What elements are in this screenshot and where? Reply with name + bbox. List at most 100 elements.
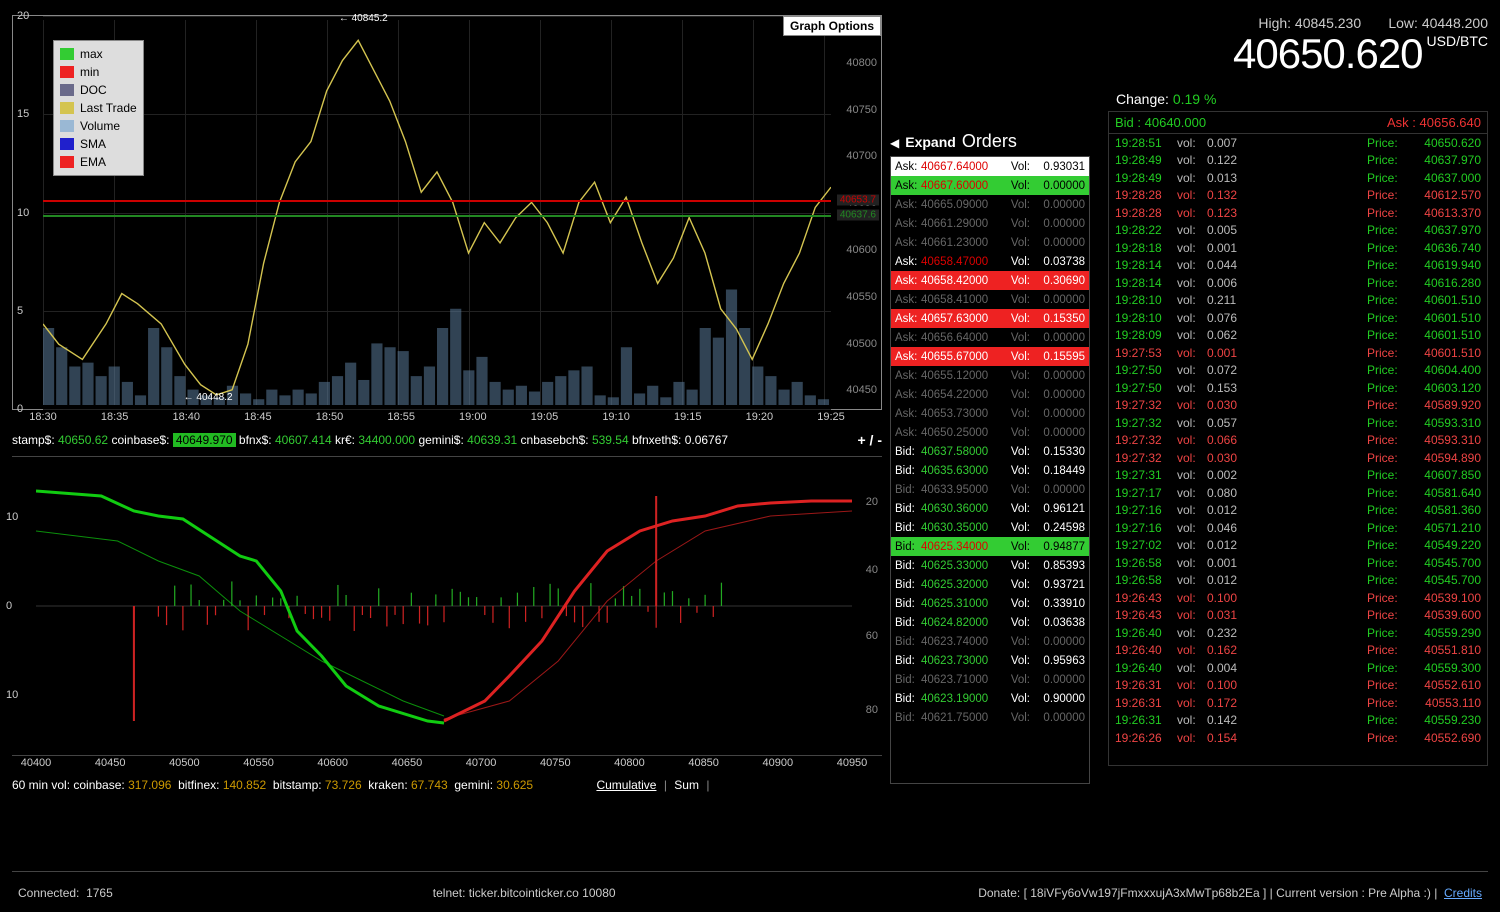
change-label: Change: — [1116, 91, 1169, 107]
orderbook-row[interactable]: Ask:40657.63000 Vol:0.15350 — [891, 309, 1089, 328]
exchange-item[interactable]: gemini$: 40639.31 — [418, 433, 517, 447]
orderbook-row[interactable]: Bid:40621.75000 Vol:0.00000 — [891, 708, 1089, 727]
orderbook-column: ◀ Expand Orders Ask:40667.64000 Vol:0.93… — [890, 15, 1090, 830]
trade-row: 19:26:40vol:0.162 Price:40551.810 — [1109, 642, 1487, 660]
exchange-item[interactable]: stamp$: 40650.62 — [12, 433, 108, 447]
trade-row: 19:26:40vol:0.004 Price:40559.300 — [1109, 659, 1487, 677]
trade-row: 19:28:51vol:0.007 Price:40650.620 — [1109, 134, 1487, 152]
orderbook-row[interactable]: Ask:40650.25000 Vol:0.00000 — [891, 423, 1089, 442]
exchange-item[interactable]: coinbase$: 40649.970 — [111, 433, 235, 447]
trade-row: 19:28:14vol:0.006 Price:40616.280 — [1109, 274, 1487, 292]
orderbook-row[interactable]: Ask:40655.67000 Vol:0.15595 — [891, 347, 1089, 366]
trade-row: 19:26:58vol:0.001 Price:40545.700 — [1109, 554, 1487, 572]
trade-row: 19:27:32vol:0.030 Price:40589.920 — [1109, 397, 1487, 415]
trade-row: 19:26:31vol:0.172 Price:40553.110 — [1109, 694, 1487, 712]
trade-row: 19:26:31vol:0.100 Price:40552.610 — [1109, 677, 1487, 695]
legend-item[interactable]: DOC — [60, 81, 137, 99]
orderbook-row[interactable]: Ask:40658.47000 Vol:0.03738 — [891, 252, 1089, 271]
sum-toggle[interactable]: Sum — [674, 778, 699, 792]
legend-item[interactable]: min — [60, 63, 137, 81]
orders-title: Orders — [962, 131, 1017, 152]
legend-item[interactable]: max — [60, 45, 137, 63]
orderbook-row[interactable]: Bid:40624.82000 Vol:0.03638 — [891, 613, 1089, 632]
orderbook-row[interactable]: Ask:40658.41000 Vol:0.00000 — [891, 290, 1089, 309]
legend-item[interactable]: SMA — [60, 135, 137, 153]
orderbook-row[interactable]: Ask:40661.23000 Vol:0.00000 — [891, 233, 1089, 252]
trade-row: 19:27:32vol:0.030 Price:40594.890 — [1109, 449, 1487, 467]
orderbook-row[interactable]: Bid:40623.71000 Vol:0.00000 — [891, 670, 1089, 689]
orderbook-row[interactable]: Bid:40630.36000 Vol:0.96121 — [891, 499, 1089, 518]
orderbook-row[interactable]: Ask:40667.64000 Vol:0.93031 — [891, 157, 1089, 176]
trade-row: 19:27:50vol:0.153 Price:40603.120 — [1109, 379, 1487, 397]
max-price-tag: 40653.7 — [837, 194, 879, 205]
expand-arrow-icon[interactable]: ◀ — [890, 136, 899, 150]
trade-row: 19:26:31vol:0.142 Price:40559.230 — [1109, 712, 1487, 730]
trade-row: 19:26:40vol:0.232 Price:40559.290 — [1109, 624, 1487, 642]
graph-options-button[interactable]: Graph Options — [783, 16, 881, 36]
exchange-item[interactable]: cnbasebch$: 539.54 — [521, 433, 629, 447]
vol-item: coinbase: 317.096 — [73, 778, 171, 792]
trade-row: 19:26:26vol:0.154 Price:40552.690 — [1109, 729, 1487, 747]
exchange-item[interactable]: bfnxeth$: 0.06767 — [632, 433, 728, 447]
trade-row: 19:27:16vol:0.046 Price:40571.210 — [1109, 519, 1487, 537]
orderbook-row[interactable]: Bid:40623.74000 Vol:0.00000 — [891, 632, 1089, 651]
currency-pair: USD/BTC — [1427, 33, 1488, 49]
orderbook-row[interactable]: Bid:40637.58000 Vol:0.15330 — [891, 442, 1089, 461]
add-remove-exchanges-button[interactable]: + / - — [857, 432, 882, 448]
telnet-info: telnet: ticker.bitcointicker.co 10080 — [433, 886, 616, 900]
legend-item[interactable]: Volume — [60, 117, 137, 135]
depth-chart: 10010 20406080 4040040450405004055040600… — [12, 456, 882, 756]
orderbook-row[interactable]: Ask:40655.12000 Vol:0.00000 — [891, 366, 1089, 385]
exchange-prices-row: stamp$: 40650.62 coinbase$: 40649.970 bf… — [12, 432, 882, 448]
peak-annotation: ← 40845.2 — [339, 13, 388, 24]
trade-row: 19:28:28vol:0.123 Price:40613.370 — [1109, 204, 1487, 222]
high-label: High: — [1258, 15, 1291, 31]
orderbook-row[interactable]: Bid:40635.63000 Vol:0.18449 — [891, 461, 1089, 480]
trade-row: 19:26:58vol:0.012 Price:40545.700 — [1109, 572, 1487, 590]
orderbook-row[interactable]: Bid:40625.32000 Vol:0.93721 — [891, 575, 1089, 594]
orderbook-list: Ask:40667.64000 Vol:0.93031 Ask:40667.60… — [890, 156, 1090, 784]
orderbook-row[interactable]: Ask:40667.60000 Vol:0.00000 — [891, 176, 1089, 195]
trade-row: 19:28:09vol:0.062 Price:40601.510 — [1109, 327, 1487, 345]
trade-row: 19:26:43vol:0.031 Price:40539.600 — [1109, 607, 1487, 625]
orderbook-row[interactable]: Bid:40623.73000 Vol:0.95963 — [891, 651, 1089, 670]
connected-label: Connected: — [18, 886, 79, 900]
trade-row: 19:28:28vol:0.132 Price:40612.570 — [1109, 187, 1487, 205]
orderbook-row[interactable]: Bid:40623.19000 Vol:0.90000 — [891, 689, 1089, 708]
trade-row: 19:28:49vol:0.013 Price:40637.000 — [1109, 169, 1487, 187]
orderbook-row[interactable]: Ask:40654.22000 Vol:0.00000 — [891, 385, 1089, 404]
expand-button[interactable]: Expand — [905, 134, 956, 150]
trade-row: 19:28:14vol:0.044 Price:40619.940 — [1109, 257, 1487, 275]
orderbook-row[interactable]: Bid:40633.95000 Vol:0.00000 — [891, 480, 1089, 499]
legend-item[interactable]: Last Trade — [60, 99, 137, 117]
legend-item[interactable]: EMA — [60, 153, 137, 171]
trade-history: 19:28:51vol:0.007 Price:40650.620 19:28:… — [1108, 134, 1488, 766]
min-price-tag: 40637.6 — [837, 209, 879, 220]
exchange-item[interactable]: bfnx$: 40607.414 — [239, 433, 332, 447]
trade-row: 19:27:17vol:0.080 Price:40581.640 — [1109, 484, 1487, 502]
vol-item: bitfinex: 140.852 — [178, 778, 266, 792]
bid-label: Bid : — [1115, 115, 1141, 130]
credits-link[interactable]: Credits — [1444, 886, 1482, 900]
orderbook-row[interactable]: Bid:40630.35000 Vol:0.24598 — [891, 518, 1089, 537]
orderbook-row[interactable]: Bid:40625.33000 Vol:0.85393 — [891, 556, 1089, 575]
trade-row: 19:27:50vol:0.072 Price:40604.400 — [1109, 362, 1487, 380]
trade-row: 19:28:10vol:0.076 Price:40601.510 — [1109, 309, 1487, 327]
low-value: 40448.200 — [1422, 15, 1488, 31]
orderbook-row[interactable]: Ask:40656.64000 Vol:0.00000 — [891, 328, 1089, 347]
trade-row: 19:28:10vol:0.211 Price:40601.510 — [1109, 292, 1487, 310]
orderbook-row[interactable]: Ask:40665.09000 Vol:0.00000 — [891, 195, 1089, 214]
orderbook-row[interactable]: Ask:40653.73000 Vol:0.00000 — [891, 404, 1089, 423]
last-price: 40650.620 — [1233, 30, 1423, 77]
exchange-item[interactable]: kr€: 34400.000 — [335, 433, 415, 447]
orderbook-row[interactable]: Ask:40658.42000 Vol:0.30690 — [891, 271, 1089, 290]
bid-ask-row: Bid : 40640.000 Ask : 40656.640 — [1108, 111, 1488, 134]
footer-separator — [12, 871, 1488, 872]
orderbook-row[interactable]: Bid:40625.34000 Vol:0.94877 — [891, 537, 1089, 556]
volume-row: 60 min vol: coinbase: 317.096 bitfinex: … — [12, 778, 882, 792]
donate-info: Donate: [ 18iVFy6oVw197jFmxxxujA3xMwTp68… — [978, 886, 1437, 900]
cumulative-toggle[interactable]: Cumulative — [596, 778, 656, 792]
orderbook-row[interactable]: Ask:40661.29000 Vol:0.00000 — [891, 214, 1089, 233]
trade-row: 19:28:22vol:0.005 Price:40637.970 — [1109, 222, 1487, 240]
orderbook-row[interactable]: Bid:40625.31000 Vol:0.33910 — [891, 594, 1089, 613]
